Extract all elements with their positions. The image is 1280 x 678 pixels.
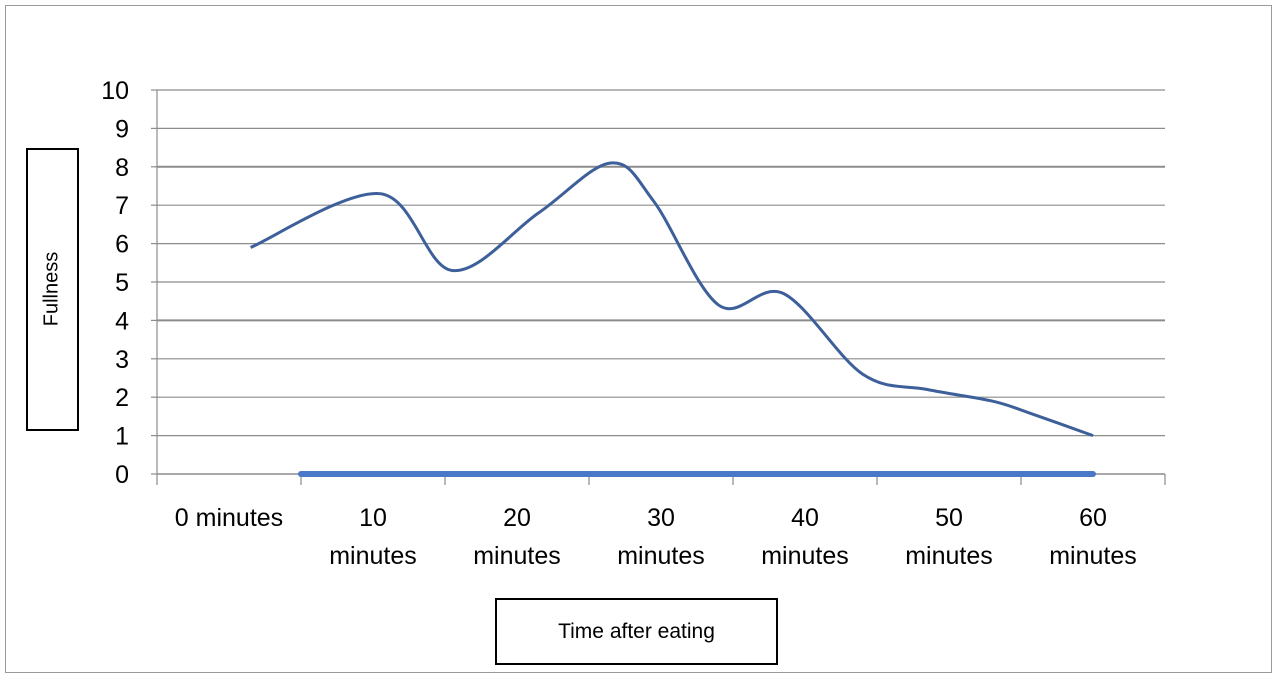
x-tick-label: 10 minutes [329, 504, 417, 570]
x-axis-title-box: Time after eating [495, 598, 778, 665]
x-tick-label: 50 minutes [905, 504, 993, 570]
y-tick-label: 6 [115, 231, 129, 259]
y-axis-title: Fullness [40, 251, 63, 327]
axes [151, 89, 1166, 485]
y-tick-label: 3 [115, 346, 129, 374]
x-axis-title: Time after eating [558, 619, 715, 643]
x-tick-label: 60 minutes [1049, 504, 1137, 570]
y-axis-title-box [26, 148, 79, 431]
y-tick-label: 4 [115, 307, 129, 335]
y-tick-label: 7 [115, 192, 129, 220]
x-tick-label: 0 minutes [175, 504, 283, 532]
y-tick-label: 0 [115, 461, 129, 489]
y-tick-label: 8 [115, 154, 129, 182]
y-tick-label: 10 [101, 77, 129, 105]
x-tick-label: 20 minutes [473, 504, 561, 570]
gridlines [157, 89, 1165, 437]
y-tick-label: 2 [115, 384, 129, 412]
y-tick-label: 9 [115, 115, 129, 143]
y-tick-label: 5 [115, 269, 129, 297]
x-tick-labels: 0 minutes 10 minutes 20 minutes 30 minutes 40 mi… [175, 504, 1137, 570]
series-lines [250, 161, 1096, 477]
x-tick-label: 40 minutes [761, 504, 849, 570]
series-line-1 [250, 161, 1094, 438]
x-tick-label: 30 minutes [617, 504, 705, 570]
y-tick-labels: 0 1 2 3 4 5 6 7 8 9 10 [101, 77, 129, 489]
chart-frame [5, 5, 1272, 673]
y-tick-label: 1 [115, 423, 129, 451]
